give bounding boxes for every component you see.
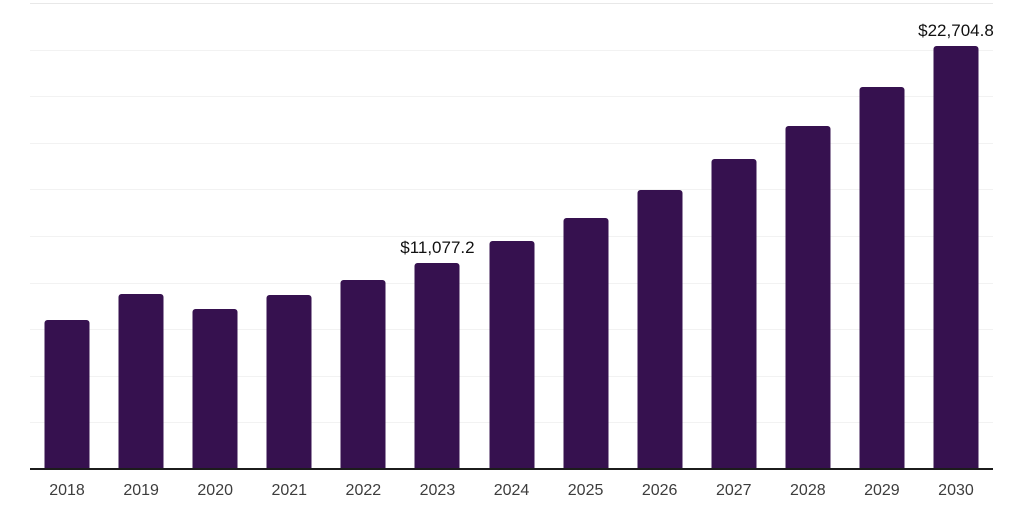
bar-slot-2029 xyxy=(845,3,919,469)
bar-value-label-2023: $11,077.2 xyxy=(400,237,475,257)
x-axis-labels: 2018 2019 2020 2021 2022 2023 2024 2025 2026 2027… xyxy=(30,482,993,500)
bar-slot-2025 xyxy=(549,3,623,469)
x-tick-2030: 2030 xyxy=(938,482,974,499)
bar-slot-2028 xyxy=(771,3,845,469)
gridline xyxy=(30,96,993,98)
bar-2028 xyxy=(785,126,831,469)
bar-2022 xyxy=(340,280,386,469)
x-tick-2027: 2027 xyxy=(715,482,752,499)
gridline xyxy=(30,189,993,191)
gridline xyxy=(30,236,993,237)
x-tick-2029: 2029 xyxy=(864,482,900,499)
bar-slot-2030: $22,704.8 xyxy=(918,3,994,469)
gridline xyxy=(30,3,993,4)
x-tick-2019: 2019 xyxy=(123,482,159,499)
bar-2024 xyxy=(489,241,534,469)
gridline xyxy=(30,49,993,51)
plot-area: $11,077.2 $22,704.8 xyxy=(30,3,994,470)
bar-2027 xyxy=(711,159,757,469)
x-tick-2018: 2018 xyxy=(49,482,85,499)
bar-slot-2024 xyxy=(474,3,548,469)
bar-slot-2022 xyxy=(326,3,400,469)
bar-2020 xyxy=(192,309,238,469)
bar-slot-2021 xyxy=(252,3,326,469)
x-tick-2021: 2021 xyxy=(271,482,308,499)
bar-slot-2023: $11,077.2 xyxy=(400,3,475,469)
x-tick-2023: 2023 xyxy=(419,482,456,499)
x-tick-2020: 2020 xyxy=(197,482,233,499)
bar-2019 xyxy=(118,293,164,469)
x-tick-2022: 2022 xyxy=(345,482,382,499)
bar-slot-2020 xyxy=(178,3,252,469)
x-tick-2025: 2025 xyxy=(567,482,604,499)
bar-slot-2026 xyxy=(623,3,697,469)
bar-2018 xyxy=(44,319,90,469)
bar-slot-2019 xyxy=(104,3,178,469)
bar-2029 xyxy=(859,86,905,469)
bar-2025 xyxy=(563,217,609,469)
bar-2023 xyxy=(414,262,460,469)
bar-2026 xyxy=(637,189,683,469)
bar-slot-2027 xyxy=(697,3,771,469)
bar-2021 xyxy=(266,294,312,469)
bar-2030 xyxy=(933,45,979,469)
x-axis-line xyxy=(30,468,993,470)
bar-slot-2018 xyxy=(30,3,104,469)
gridline xyxy=(30,142,993,144)
bar-value-label-2030: $22,704.8 xyxy=(918,20,994,40)
x-tick-2026: 2026 xyxy=(641,482,678,499)
x-tick-2024: 2024 xyxy=(493,482,530,499)
x-tick-2028: 2028 xyxy=(790,482,826,499)
bars-row: $11,077.2 $22,704.8 xyxy=(30,3,994,469)
